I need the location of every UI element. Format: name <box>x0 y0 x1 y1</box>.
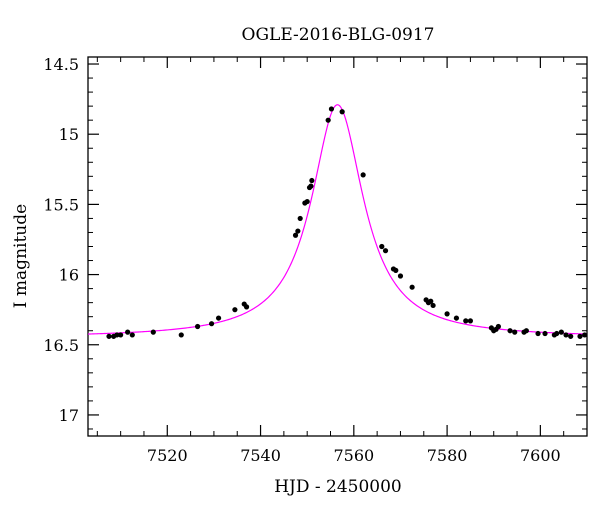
data-point <box>393 267 399 273</box>
data-point <box>325 117 331 123</box>
model-curve <box>87 104 588 335</box>
major-ticks <box>88 57 587 436</box>
data-point <box>582 332 588 338</box>
data-point <box>430 302 436 309</box>
data-point <box>444 311 450 317</box>
y-tick-label: 15.5 <box>43 195 79 214</box>
data-point <box>409 284 415 290</box>
y-axis-label: I magnitude <box>11 204 31 308</box>
y-tick-label: 14.5 <box>43 55 79 74</box>
data-point <box>463 318 469 324</box>
data-point <box>428 298 434 304</box>
data-point <box>512 329 518 335</box>
data-point <box>542 330 548 337</box>
x-tick-label: 7600 <box>520 446 561 465</box>
data-point <box>114 332 120 338</box>
data-point <box>232 307 238 313</box>
data-point <box>523 328 529 334</box>
y-tick-label: 16 <box>59 266 79 285</box>
data-point <box>379 243 385 250</box>
data-point <box>554 330 560 337</box>
data-point <box>308 183 314 189</box>
data-point <box>150 329 156 335</box>
data-point <box>563 332 569 338</box>
y-tick-labels: 14.5 15 15.5 16 16.5 17 <box>43 55 79 425</box>
data-point <box>304 198 310 205</box>
plot-frame <box>87 56 588 437</box>
data-point <box>577 333 583 339</box>
data-point <box>467 318 474 324</box>
data-point <box>309 177 315 184</box>
data-point <box>568 333 574 339</box>
data-point <box>507 328 513 334</box>
plot-border <box>87 56 588 437</box>
data-point <box>495 323 501 330</box>
data-point <box>382 248 389 254</box>
data-point <box>397 273 404 279</box>
data-point <box>558 329 564 335</box>
y-tick-label: 17 <box>59 406 79 425</box>
data-point <box>360 172 366 178</box>
data-point <box>243 304 250 310</box>
x-axis-label: HJD - 2450000 <box>274 477 402 497</box>
data-point <box>453 315 460 321</box>
x-tick-label: 7560 <box>333 446 374 465</box>
data-point <box>292 232 299 238</box>
x-tick-labels: 7520 7540 7560 7580 7600 <box>147 446 561 465</box>
x-tick-label: 7580 <box>427 446 468 465</box>
x-tick-label: 7540 <box>240 446 281 465</box>
data-point <box>106 333 112 339</box>
x-tick-label: 7520 <box>147 446 188 465</box>
chart-title: OGLE-2016-BLG-0917 <box>242 25 435 45</box>
data-point <box>295 228 301 234</box>
data-point <box>178 332 184 338</box>
data-point <box>339 109 345 115</box>
data-point <box>328 106 335 112</box>
y-tick-label: 15 <box>59 125 79 144</box>
data-point <box>215 315 222 321</box>
y-tick-label: 16.5 <box>43 336 79 355</box>
minor-ticks <box>88 57 588 436</box>
data-point <box>297 215 303 222</box>
data-point <box>208 321 215 327</box>
data-point <box>125 329 131 335</box>
data-point <box>129 332 135 338</box>
data-point <box>118 332 124 338</box>
data-points <box>106 106 588 339</box>
data-point <box>535 330 541 337</box>
data-point <box>194 323 201 330</box>
